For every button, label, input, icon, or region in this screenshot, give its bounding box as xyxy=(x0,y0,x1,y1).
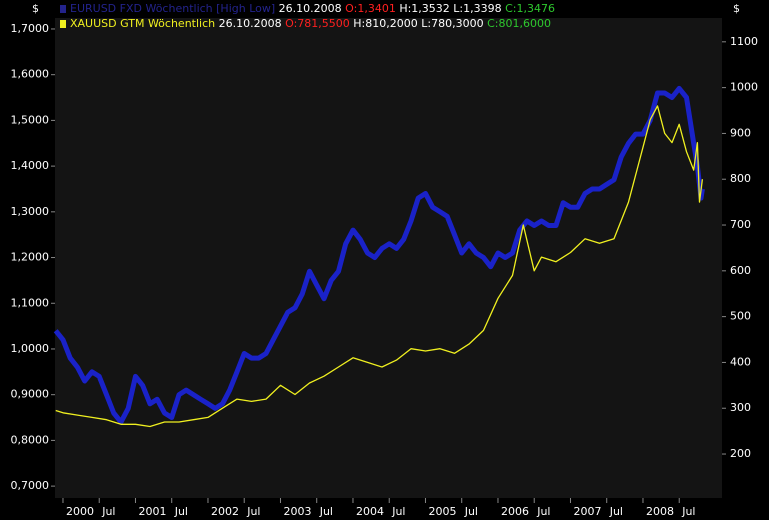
legend-ohlc: H:1,3532 xyxy=(399,2,449,15)
x-tick-label: 2007 xyxy=(573,505,601,518)
x-tick-label: 2006 xyxy=(501,505,529,518)
legend-date: 26.10.2008 xyxy=(219,17,282,30)
x-tick-label: Jul xyxy=(174,505,188,518)
y-tick-label: 1,4000 xyxy=(11,159,50,172)
plot-area xyxy=(55,18,722,498)
y2-tick-label: 400 xyxy=(730,355,751,368)
y2-tick-label: 200 xyxy=(730,447,751,460)
y-tick-label: 0,7000 xyxy=(11,479,50,492)
legend-ohlc: C:1,3476 xyxy=(505,2,555,15)
legend-ohlc: C:801,6000 xyxy=(487,17,551,30)
series-line xyxy=(55,105,704,428)
legend-ohlc: O:781,5500 xyxy=(285,17,350,30)
y-tick-label: 1,2000 xyxy=(11,251,50,264)
y2-unit: $ xyxy=(733,2,740,15)
x-tick-label: Jul xyxy=(681,505,695,518)
x-tick-label: 2004 xyxy=(356,505,384,518)
x-tick-label: Jul xyxy=(536,505,550,518)
y2-tick-label: 300 xyxy=(730,401,751,414)
x-tick-label: 2001 xyxy=(138,505,166,518)
y2-tick-label: 700 xyxy=(730,218,751,231)
y2-tick-label: 1000 xyxy=(730,81,758,94)
y-tick-label: 1,7000 xyxy=(11,22,50,35)
legend-swatch xyxy=(60,5,66,13)
y-unit: $ xyxy=(32,2,39,15)
x-tick-label: Jul xyxy=(609,505,623,518)
x-tick-label: 2003 xyxy=(283,505,311,518)
legend-swatch xyxy=(60,20,66,28)
legend: EURUSD FXD Wöchentlich [High Low] 26.10.… xyxy=(60,2,555,30)
x-tick-label: Jul xyxy=(464,505,478,518)
x-tick-label: Jul xyxy=(101,505,115,518)
y-tick-label: 0,8000 xyxy=(11,433,50,446)
x-tick-label: Jul xyxy=(391,505,405,518)
x-tick-label: Jul xyxy=(319,505,333,518)
x-tick-label: 2000 xyxy=(66,505,94,518)
x-tick-label: 2008 xyxy=(646,505,674,518)
legend-ohlc: H:810,2000 xyxy=(353,17,417,30)
series-line xyxy=(53,85,705,425)
y-tick-label: 1,3000 xyxy=(11,205,50,218)
legend-ohlc: L:1,3398 xyxy=(453,2,501,15)
legend-ohlc: L:780,3000 xyxy=(421,17,483,30)
legend-entry: EURUSD FXD Wöchentlich [High Low] 26.10.… xyxy=(70,2,555,15)
y2-tick-label: 500 xyxy=(730,310,751,323)
x-tick-label: 2002 xyxy=(211,505,239,518)
legend-entry: XAUUSD GTM Wöchentlich 26.10.2008 O:781,… xyxy=(70,17,551,30)
y-tick-label: 1,0000 xyxy=(11,342,50,355)
y2-tick-label: 1100 xyxy=(730,35,758,48)
y-tick-label: 1,6000 xyxy=(11,68,50,81)
x-tick-label: Jul xyxy=(246,505,260,518)
x-tick-label: 2005 xyxy=(428,505,456,518)
legend-name: XAUUSD GTM Wöchentlich xyxy=(70,17,215,30)
legend-name: EURUSD FXD Wöchentlich [High Low] xyxy=(70,2,275,15)
y-tick-label: 1,5000 xyxy=(11,113,50,126)
y2-tick-label: 600 xyxy=(730,264,751,277)
legend-date: 26.10.2008 xyxy=(279,2,342,15)
y-tick-label: 0,9000 xyxy=(11,388,50,401)
y-tick-label: 1,1000 xyxy=(11,296,50,309)
legend-ohlc: O:1,3401 xyxy=(345,2,396,15)
y2-tick-label: 800 xyxy=(730,172,751,185)
y2-tick-label: 900 xyxy=(730,126,751,139)
